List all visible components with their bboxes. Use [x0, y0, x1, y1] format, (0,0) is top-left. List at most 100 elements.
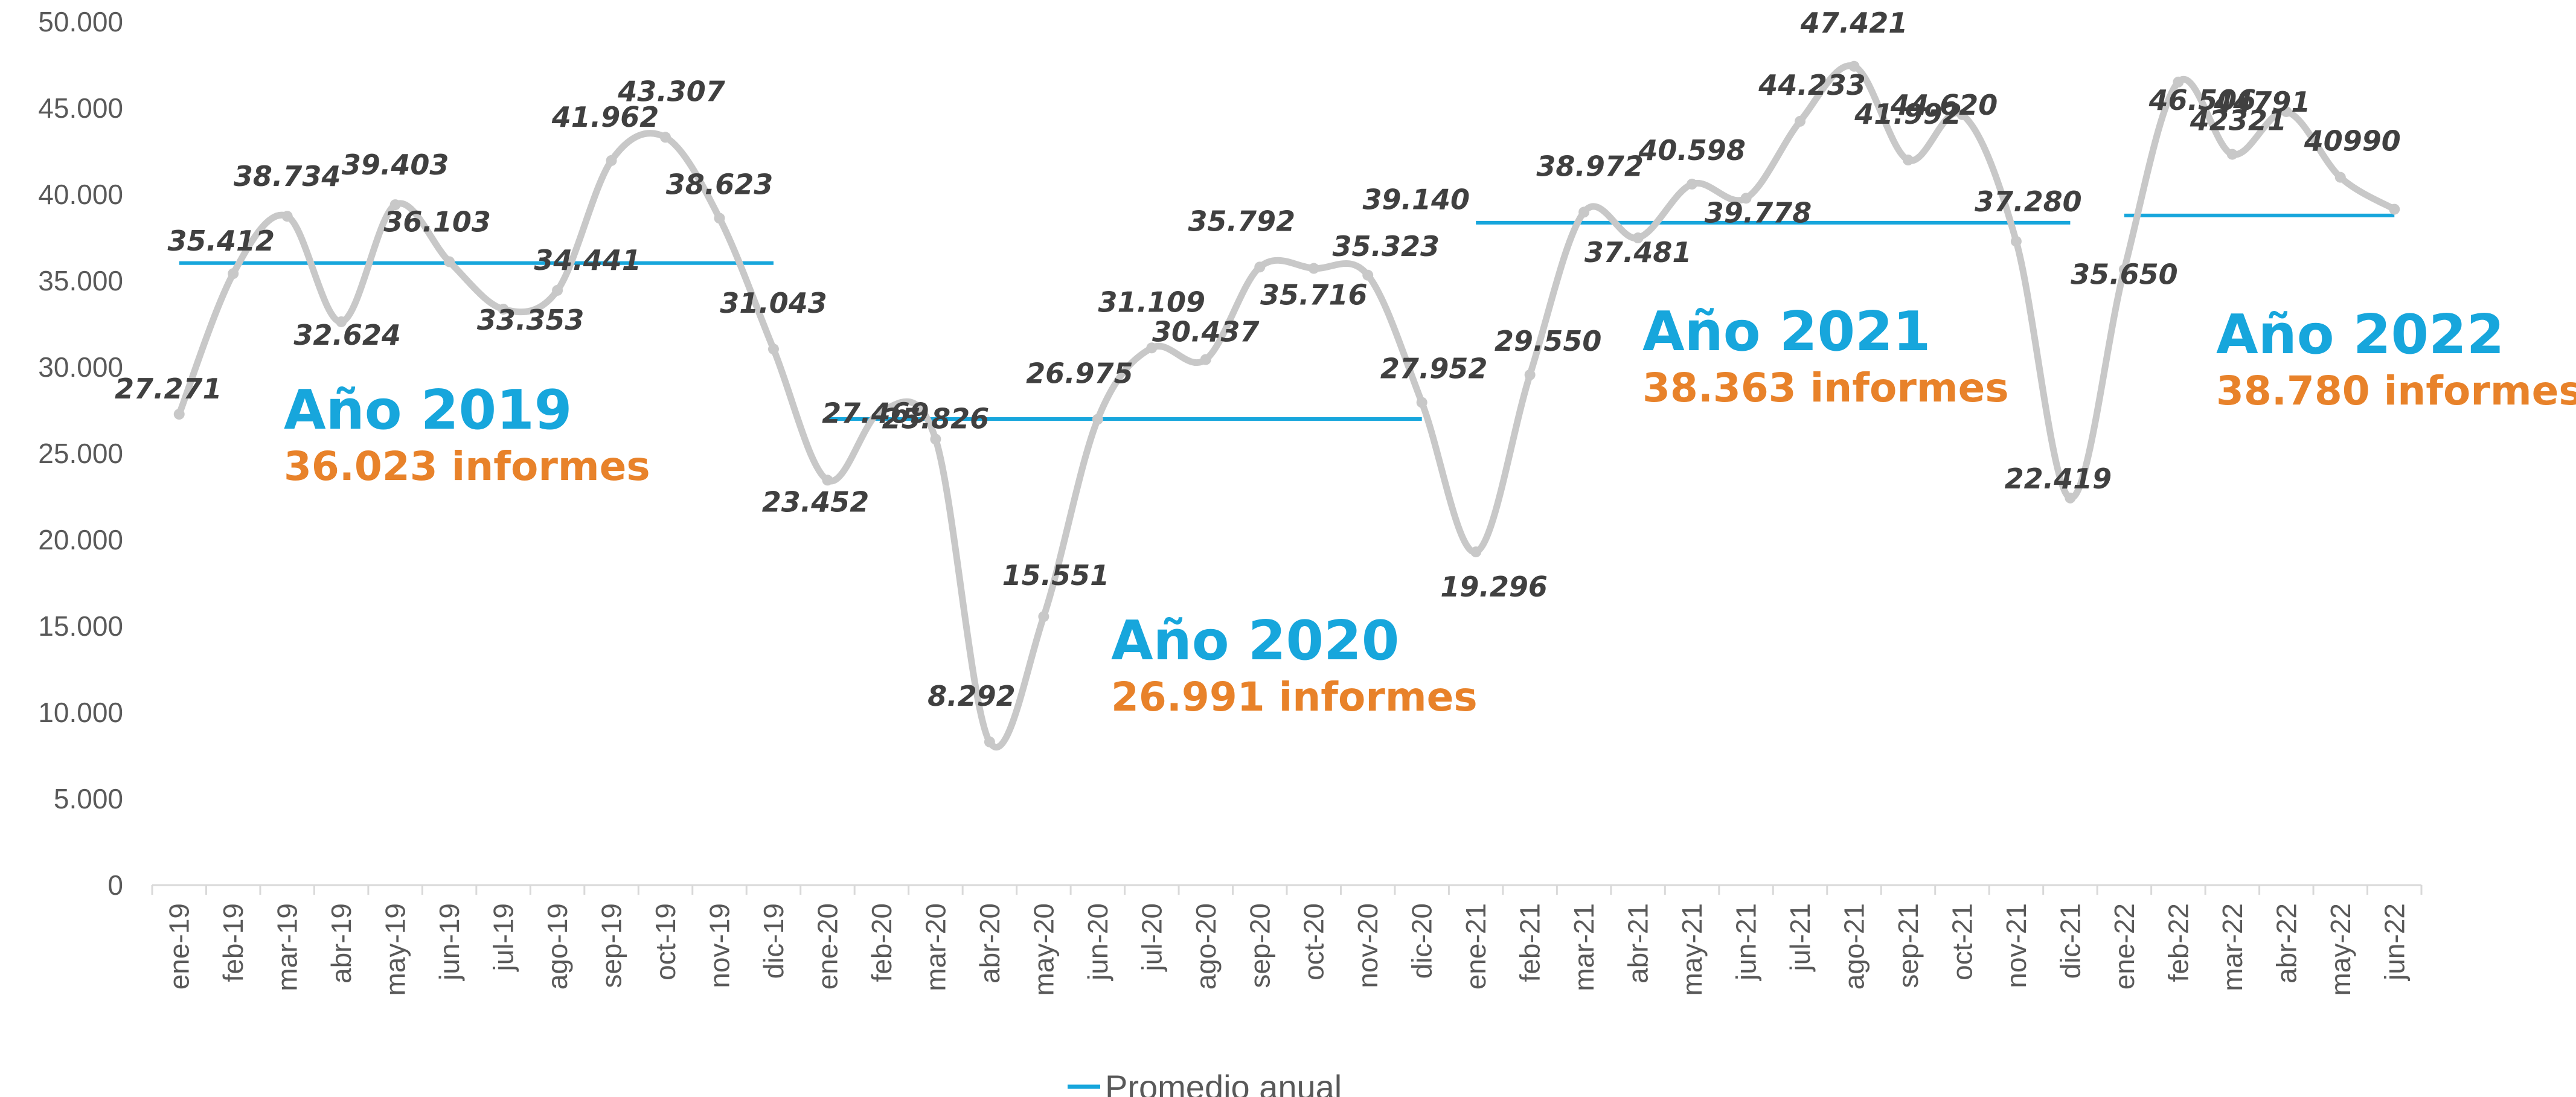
data-label: 29.550: [1495, 325, 1602, 357]
y-tick-label: 5.000: [54, 783, 123, 814]
x-tick-label: jun-19: [434, 903, 465, 982]
x-tick-label: mar-20: [920, 903, 951, 991]
data-point: [984, 736, 995, 747]
data-point: [1740, 193, 1752, 204]
data-label: 38.972: [1536, 150, 1644, 182]
data-point: [444, 256, 455, 267]
data-label: 22.419: [2005, 462, 2112, 495]
data-point: [1146, 342, 1158, 354]
year-subtitle: 38.363 informes: [1642, 365, 2009, 411]
x-tick-label: feb-20: [866, 903, 897, 982]
data-point: [2226, 149, 2238, 160]
data-point: [281, 211, 293, 222]
data-label: 40990: [2304, 125, 2401, 158]
data-label: 38.734: [234, 160, 341, 193]
data-label: 36.103: [383, 205, 491, 238]
data-label: 27.952: [1380, 353, 1488, 385]
x-tick-label: oct-20: [1298, 903, 1330, 980]
y-tick-label: 25.000: [38, 438, 123, 469]
data-label: 34.441: [534, 244, 641, 277]
y-axis: 0 5.000 10.000 15.000 20.000 25.000 30.000 35.0…: [38, 6, 123, 901]
year-title: Año 2022: [2216, 303, 2504, 366]
data-label: 41.962: [551, 101, 659, 133]
x-tick-label: feb-21: [1514, 903, 1546, 982]
data-label: 27.469: [822, 397, 929, 429]
y-tick-label: 50.000: [38, 6, 123, 37]
legend-label: Promedio anual: [1105, 1068, 1342, 1097]
data-label: 31.043: [720, 287, 827, 319]
x-tick-label: dic-21: [2054, 903, 2086, 979]
data-label: 35.412: [167, 225, 275, 257]
data-label: 38.623: [666, 168, 774, 200]
data-point: [1956, 109, 1968, 120]
data-point: [1687, 178, 1698, 190]
data-point: [2010, 235, 2022, 247]
year-subtitle: 38.780 informes: [2216, 368, 2576, 414]
x-tick-label: jul-21: [1784, 903, 1816, 973]
data-point: [228, 268, 239, 280]
x-tick-label: may-20: [1028, 903, 1059, 996]
data-point: [1254, 261, 1266, 273]
data-label: 23.452: [762, 485, 870, 518]
data-labels: 27.271 35.412 38.734 32.624 39.403 36.103 33.3…: [115, 7, 2401, 712]
data-point: [1200, 354, 1211, 365]
x-tick-label: nov-20: [1352, 903, 1383, 988]
data-label: 15.551: [1002, 559, 1110, 592]
y-tick-label: 45.000: [38, 92, 123, 124]
data-point: [552, 284, 563, 296]
data-label: 30.437: [1152, 316, 1260, 348]
x-tick-label: ene-22: [2109, 903, 2140, 990]
data-label: 39.140: [1363, 184, 1470, 216]
data-label: 41.992: [1854, 98, 1962, 130]
data-label: 31.109: [1098, 286, 1206, 318]
y-tick-label: 40.000: [38, 179, 123, 210]
data-point: [2118, 264, 2130, 275]
data-points: [173, 60, 2400, 747]
x-tick-label: dic-19: [758, 903, 789, 979]
year-subtitle: 36.023 informes: [284, 443, 650, 490]
data-point: [1416, 397, 1427, 408]
data-point: [1470, 546, 1482, 558]
data-label: 8.292: [928, 680, 1016, 712]
data-point: [606, 155, 617, 166]
data-label: 37.280: [1975, 185, 2082, 218]
data-label: 37.481: [1584, 236, 1692, 269]
data-point: [1578, 206, 1590, 218]
x-tick-label: mar-22: [2217, 903, 2248, 991]
x-tick-label: jun-21: [1731, 903, 1762, 982]
x-tick-label: sep-20: [1244, 903, 1275, 988]
x-axis-ticks: [151, 885, 2423, 895]
year-title: Año 2021: [1642, 300, 1930, 363]
data-point: [336, 316, 347, 327]
data-label: 44.233: [1758, 69, 1866, 101]
data-point: [1848, 60, 1860, 72]
x-tick-label: ene-19: [164, 903, 195, 990]
data-point: [1524, 369, 1536, 380]
data-label: 40.598: [1638, 134, 1746, 167]
data-label: 35.650: [2071, 258, 2178, 290]
data-point: [2173, 76, 2184, 88]
x-tick-label: jun-22: [2379, 903, 2410, 982]
x-tick-label: mar-19: [272, 903, 303, 991]
y-tick-label: 30.000: [38, 351, 123, 383]
x-tick-label: may-21: [1676, 903, 1708, 996]
data-label: 19.296: [1440, 571, 1548, 603]
x-tick-label: jul-20: [1136, 903, 1167, 973]
data-point: [173, 409, 185, 420]
y-tick-label: 15.000: [38, 610, 123, 642]
data-point: [930, 433, 941, 445]
data-label: 39.403: [342, 149, 449, 181]
y-tick-label: 0: [107, 869, 123, 901]
x-axis: ene-19 feb-19 mar-19 abr-19 may-19 jun-19 jul-…: [164, 903, 2411, 996]
x-tick-label: oct-19: [650, 903, 681, 980]
x-tick-label: sep-21: [1892, 903, 1924, 988]
data-point: [389, 199, 401, 211]
x-tick-label: sep-19: [596, 903, 627, 988]
data-point: [1038, 611, 1049, 622]
year-subtitle: 26.991 informes: [1111, 674, 1478, 720]
data-point: [2281, 106, 2292, 117]
year-title: Año 2019: [284, 379, 572, 442]
data-label: 44791: [2213, 86, 2310, 118]
